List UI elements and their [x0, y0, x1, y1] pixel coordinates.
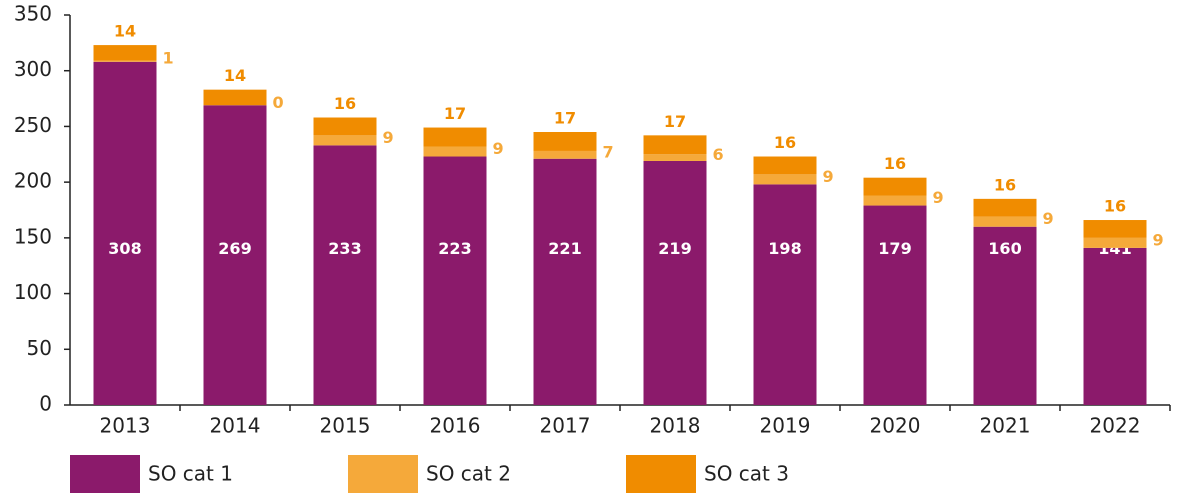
bar-segment: [313, 145, 377, 405]
bar-segment: [93, 45, 157, 61]
bar-segment: [203, 105, 267, 405]
data-label: 9: [493, 139, 504, 158]
data-label: 16: [1104, 197, 1126, 216]
data-label: 179: [878, 239, 911, 258]
bar-segment: [1083, 237, 1147, 248]
data-label: 16: [334, 94, 356, 113]
y-tick-label: 100: [14, 280, 52, 304]
bar-segment: [203, 89, 267, 106]
bar-segment: [863, 195, 927, 206]
data-label: 14: [224, 66, 246, 85]
legend-label: SO cat 2: [426, 462, 511, 486]
bar-segment: [973, 198, 1037, 217]
data-label: 219: [658, 239, 691, 258]
bar-segment: [643, 154, 707, 161]
bar-segment: [93, 61, 157, 406]
x-tick-label: 2014: [210, 414, 261, 438]
bar-segment: [643, 135, 707, 155]
legend-swatch: [626, 455, 696, 493]
data-label: 14: [114, 22, 136, 41]
bar-segment: [93, 60, 157, 62]
x-tick-label: 2016: [430, 414, 481, 438]
x-tick-label: 2017: [540, 414, 591, 438]
data-label: 7: [603, 142, 614, 161]
legend-swatch: [70, 455, 140, 493]
data-label: 9: [823, 167, 834, 186]
bar-segment: [423, 146, 487, 157]
legend-swatch: [348, 455, 418, 493]
data-label: 269: [218, 239, 251, 258]
x-tick-label: 2021: [980, 414, 1031, 438]
data-label: 198: [768, 239, 801, 258]
data-label: 9: [383, 128, 394, 147]
bar-segment: [533, 158, 597, 405]
data-label: 0: [273, 93, 284, 112]
data-label: 233: [328, 239, 361, 258]
x-tick-label: 2022: [1090, 414, 1141, 438]
bar-segment: [533, 150, 597, 159]
data-label: 9: [933, 188, 944, 207]
x-tick-label: 2018: [650, 414, 701, 438]
legend-label: SO cat 1: [148, 462, 233, 486]
legend-label: SO cat 3: [704, 462, 789, 486]
bar-segment: [1083, 220, 1147, 238]
data-label: 16: [774, 133, 796, 152]
bar-segment: [753, 156, 817, 175]
bar-segment: [423, 127, 487, 147]
bar-segment: [313, 117, 377, 136]
bar-segment: [863, 205, 927, 405]
bar-segment: [863, 177, 927, 196]
data-label: 16: [994, 175, 1016, 194]
y-tick-label: 200: [14, 169, 52, 193]
bar-segment: [1083, 247, 1147, 405]
data-label: 16: [884, 154, 906, 173]
bar-segment: [753, 184, 817, 405]
data-label: 1: [163, 49, 174, 68]
bar-segment: [973, 226, 1037, 405]
bar-segment: [753, 174, 817, 185]
y-tick-label: 0: [39, 392, 52, 416]
x-tick-label: 2019: [760, 414, 811, 438]
x-tick-label: 2015: [320, 414, 371, 438]
x-tick-label: 2020: [870, 414, 921, 438]
data-label: 223: [438, 239, 471, 258]
bar-segment: [313, 135, 377, 146]
bar-segment: [643, 160, 707, 405]
y-tick-label: 50: [27, 336, 52, 360]
y-tick-label: 300: [14, 57, 52, 81]
data-label: 17: [444, 104, 466, 123]
x-tick-label: 2013: [100, 414, 151, 438]
data-label: 9: [1153, 230, 1164, 249]
y-tick-label: 250: [14, 113, 52, 137]
data-label: 160: [988, 239, 1021, 258]
y-tick-label: 150: [14, 224, 52, 248]
y-tick-label: 350: [14, 2, 52, 26]
data-label: 308: [108, 239, 141, 258]
bar-segment: [423, 156, 487, 405]
data-label: 221: [548, 239, 581, 258]
data-label: 6: [713, 145, 724, 164]
data-label: 17: [664, 112, 686, 131]
bar-segment: [973, 216, 1037, 227]
bar-segment: [533, 132, 597, 151]
data-label: 17: [554, 109, 576, 128]
data-label: 9: [1043, 209, 1054, 228]
